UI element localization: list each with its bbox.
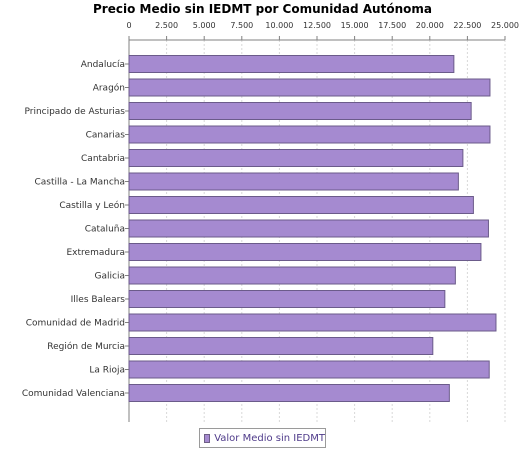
- bar: [128, 219, 489, 238]
- bar: [128, 290, 446, 308]
- x-tick-label: 17.500: [378, 21, 406, 30]
- category-label: Comunidad Valenciana: [22, 389, 125, 399]
- category-label: Cantabria: [81, 154, 125, 164]
- x-tick-label: 15.000: [341, 21, 369, 30]
- category-label: La Rioja: [89, 366, 125, 376]
- category-label: Castilla - La Mancha: [34, 178, 125, 188]
- category-label: Castilla y León: [59, 200, 125, 211]
- category-label: Extremadura: [67, 248, 126, 258]
- x-tick-label: 12.500: [303, 21, 331, 30]
- x-tick-label: 7.500: [230, 21, 253, 30]
- bar: [128, 337, 434, 355]
- x-tick-label: 25.000: [491, 21, 519, 30]
- category-label: Principado de Asturias: [24, 107, 125, 117]
- x-tick-label: 2.500: [155, 21, 178, 30]
- category-label: Región de Murcia: [47, 341, 125, 352]
- category-label: Comunidad de Madrid: [26, 319, 125, 329]
- category-label: Cataluña: [85, 225, 125, 235]
- bar: [128, 125, 491, 144]
- bar: [128, 360, 490, 379]
- legend-swatch: [204, 433, 211, 443]
- legend-label: Valor Medio sin IEDMT: [214, 432, 325, 444]
- bar: [128, 102, 472, 120]
- category-label: Aragón: [93, 83, 125, 94]
- chart-legend: Valor Medio sin IEDMT: [199, 428, 326, 448]
- category-label: Galicia: [95, 272, 125, 282]
- category-label: Andalucía: [81, 60, 125, 70]
- bar: [128, 172, 459, 191]
- bar: [128, 243, 482, 261]
- x-tick-label: 20.000: [416, 21, 444, 30]
- bar: [128, 196, 474, 214]
- category-label: Canarias: [86, 131, 126, 141]
- bar: [128, 149, 464, 167]
- x-tick-label: 22.500: [453, 21, 481, 30]
- bar: [128, 266, 456, 285]
- chart-title: Precio Medio sin IEDMT por Comunidad Aut…: [93, 2, 432, 16]
- x-tick-label: 10.000: [265, 21, 293, 30]
- category-label: Illes Balears: [71, 295, 126, 305]
- bar: [128, 55, 455, 73]
- bar: [128, 313, 497, 332]
- bar: [128, 384, 450, 402]
- bar: [128, 78, 491, 97]
- x-tick-label: 0: [126, 21, 131, 30]
- x-tick-label: 5.000: [193, 21, 216, 30]
